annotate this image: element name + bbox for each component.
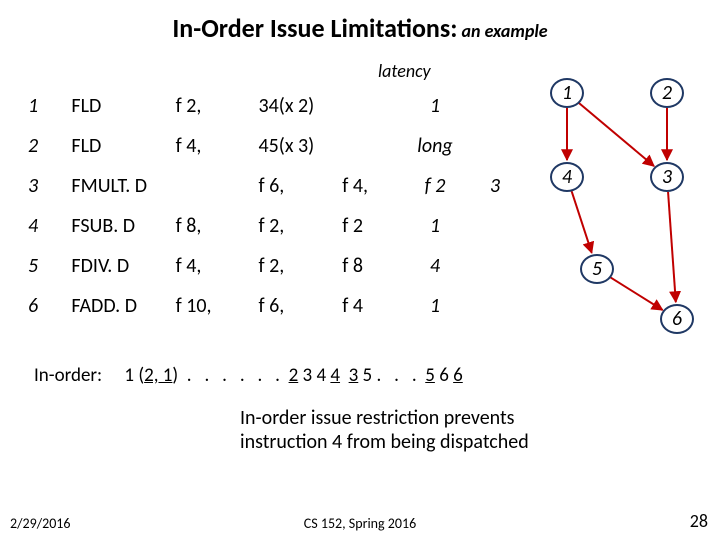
- cell-lat: f 2: [402, 166, 468, 206]
- graph-edge: [572, 191, 592, 253]
- cell-c: f 2: [338, 206, 402, 246]
- cell-c: f 4,: [338, 166, 402, 206]
- table-row: 4FSUB. Df 8,f 2,f 21: [24, 206, 504, 246]
- cell-idx: 4: [24, 206, 67, 246]
- cell-lat: long: [402, 126, 468, 166]
- cell-a: f 2,: [172, 86, 255, 126]
- cell-a: f 4,: [172, 246, 255, 286]
- cell-idx: 2: [24, 126, 67, 166]
- cell-lat: 1: [402, 286, 468, 326]
- cell-extra: [468, 246, 504, 286]
- cell-extra: [468, 206, 504, 246]
- graph-node-6: 6: [660, 304, 694, 334]
- cell-idx: 3: [24, 166, 67, 206]
- cell-b: f 6,: [254, 166, 338, 206]
- cell-lat: 4: [402, 246, 468, 286]
- cell-op: FLD: [67, 86, 171, 126]
- table-row: 5FDIV. Df 4,f 2,f 84: [24, 246, 504, 286]
- cell-op: FMULT. D: [67, 166, 171, 206]
- footer-page: 28: [690, 510, 708, 532]
- cell-extra: 3: [468, 166, 504, 206]
- table-row: 2FLDf 4,45(x 3) long: [24, 126, 504, 166]
- note-line2: instruction 4 from being dispatched: [240, 430, 529, 454]
- cell-b: f 2,: [254, 206, 338, 246]
- graph-node-1: 1: [550, 78, 584, 108]
- table-row: 3FMULT. Df 6,f 4,f 23: [24, 166, 504, 206]
- cell-c: [338, 86, 402, 126]
- cell-a: f 4,: [172, 126, 255, 166]
- cell-b: 34(x 2): [254, 86, 338, 126]
- graph-node-4: 4: [550, 162, 584, 192]
- dependency-graph: 1 2 3 4 5 6: [520, 70, 710, 370]
- title-main: In-Order Issue Limitations:: [172, 12, 457, 44]
- graph-edge: [668, 192, 676, 302]
- cell-b: 45(x 3): [254, 126, 338, 166]
- cell-extra: [468, 86, 504, 126]
- slide-title: In-Order Issue Limitations: an example: [24, 12, 696, 44]
- cell-a: [172, 166, 255, 206]
- cell-a: f 10,: [172, 286, 255, 326]
- inorder-label: In-order:: [34, 364, 102, 387]
- note-line1: In-order issue restriction prevents: [240, 406, 529, 430]
- title-sub: an example: [457, 20, 547, 42]
- cell-b: f 6,: [254, 286, 338, 326]
- inorder-sequence: 1 (2, 1) . . . . . . 2 3 4 4 3 5 . . . 5…: [124, 364, 462, 387]
- cell-a: f 8,: [172, 206, 255, 246]
- cell-b: f 2,: [254, 246, 338, 286]
- cell-op: FSUB. D: [67, 206, 171, 246]
- cell-c: f 4: [338, 286, 402, 326]
- table-row: 6FADD. Df 10,f 6,f 41: [24, 286, 504, 326]
- footer-center: CS 152, Spring 2016: [0, 515, 720, 532]
- graph-node-3: 3: [650, 162, 684, 192]
- cell-c: [338, 126, 402, 166]
- cell-idx: 6: [24, 286, 67, 326]
- graph-node-2: 2: [650, 78, 684, 108]
- cell-lat: 1: [402, 206, 468, 246]
- cell-op: FADD. D: [67, 286, 171, 326]
- cell-extra: [468, 286, 504, 326]
- note-text: In-order issue restriction prevents inst…: [240, 406, 529, 454]
- cell-idx: 5: [24, 246, 67, 286]
- table-row: 1FLDf 2,34(x 2)1: [24, 86, 504, 126]
- instruction-table: 1FLDf 2,34(x 2)12FLDf 4,45(x 3)long3FMUL…: [24, 86, 504, 326]
- graph-edge: [610, 277, 663, 310]
- inorder-row: In-order: 1 (2, 1) . . . . . . 2 3 4 4 3…: [34, 364, 463, 387]
- cell-c: f 8: [338, 246, 402, 286]
- cell-extra: [468, 126, 504, 166]
- cell-idx: 1: [24, 86, 67, 126]
- graph-edge: [578, 103, 653, 166]
- cell-lat: 1: [402, 86, 468, 126]
- graph-node-5: 5: [580, 254, 614, 284]
- cell-op: FLD: [67, 126, 171, 166]
- cell-op: FDIV. D: [67, 246, 171, 286]
- latency-header: latency: [378, 60, 431, 82]
